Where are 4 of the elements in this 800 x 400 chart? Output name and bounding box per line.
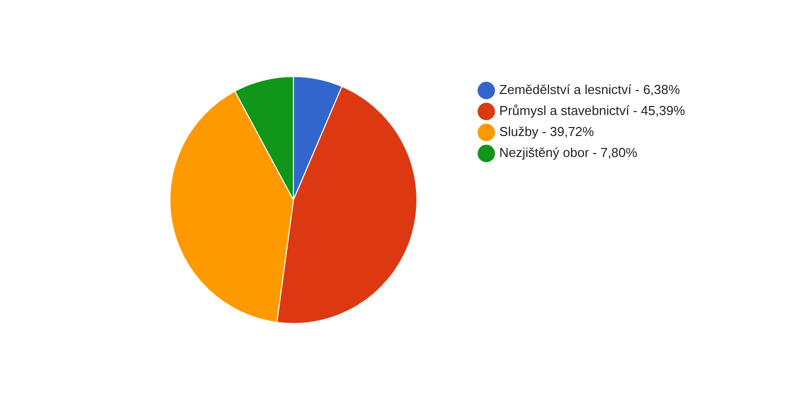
legend-label: Služby - 39,72% bbox=[499, 124, 594, 140]
legend-label: Nezjištěný obor - 7,80% bbox=[499, 145, 638, 160]
legend-label: Zemědělství a lesnictví - 6,38% bbox=[499, 82, 680, 98]
legend-label: Průmysl a stavebnictví - 45,39% bbox=[499, 103, 686, 118]
